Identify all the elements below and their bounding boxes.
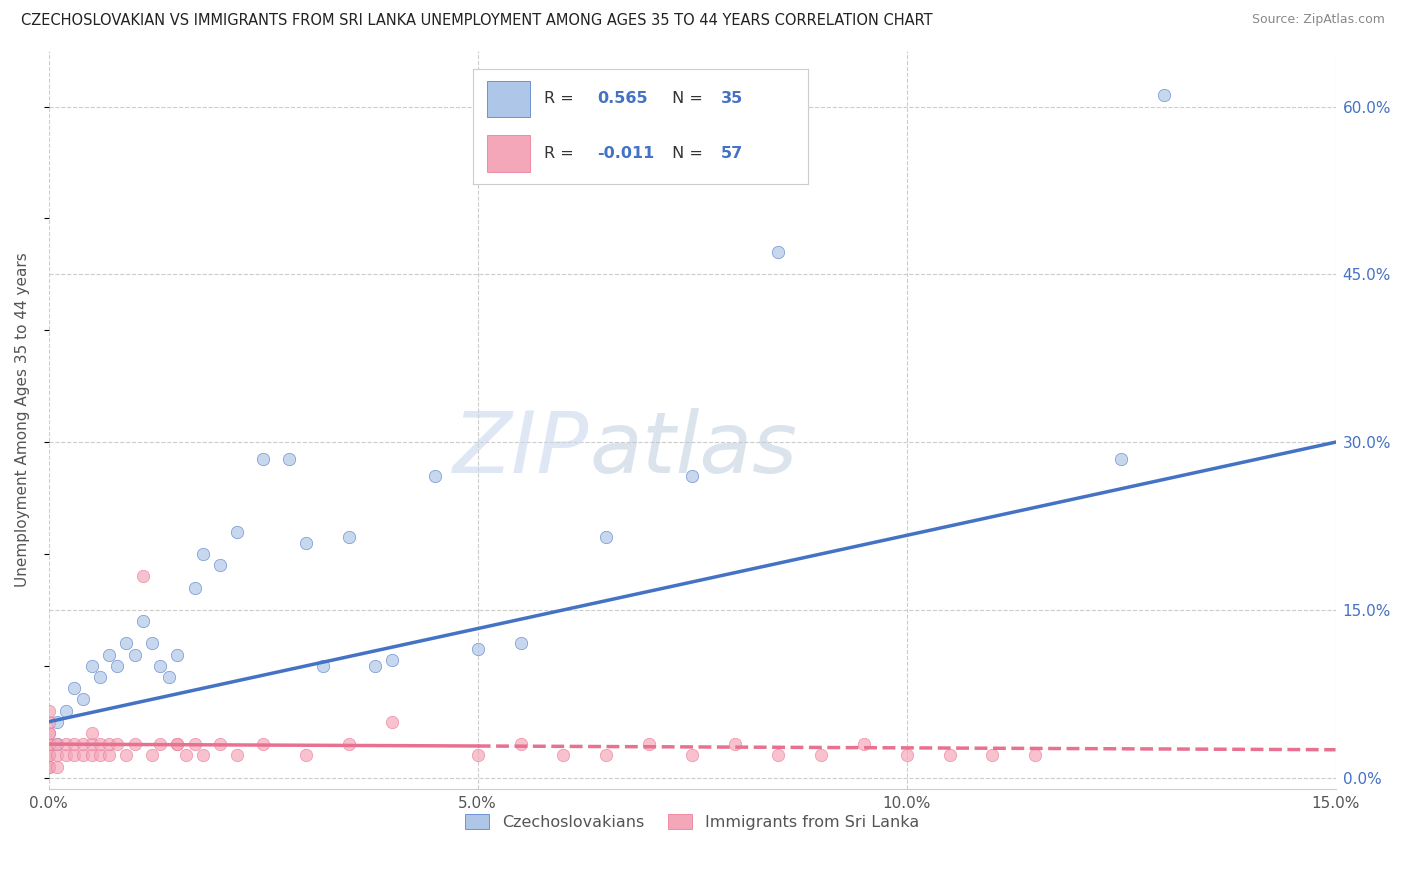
Point <box>97 648 120 662</box>
Point <box>46 748 69 763</box>
Point <box>638 737 661 751</box>
Point <box>191 748 214 763</box>
Point <box>55 748 77 763</box>
Point <box>1109 451 1132 466</box>
Point <box>295 536 318 550</box>
Point <box>364 658 387 673</box>
Point <box>38 726 60 740</box>
Point <box>141 748 163 763</box>
Point <box>97 748 120 763</box>
Text: ZIP: ZIP <box>453 408 589 491</box>
Point <box>252 451 274 466</box>
Point <box>46 737 69 751</box>
Point <box>226 524 249 539</box>
Point <box>174 748 197 763</box>
Point <box>115 748 138 763</box>
Point <box>63 737 86 751</box>
Point <box>209 558 232 573</box>
Point <box>97 737 120 751</box>
Point <box>38 714 60 729</box>
Point <box>595 530 617 544</box>
Point <box>38 759 60 773</box>
Point <box>105 737 128 751</box>
Y-axis label: Unemployment Among Ages 35 to 44 years: Unemployment Among Ages 35 to 44 years <box>15 252 30 587</box>
Point <box>183 737 205 751</box>
Point <box>124 648 146 662</box>
Point <box>149 658 172 673</box>
Point <box>166 737 188 751</box>
Point <box>46 737 69 751</box>
Point <box>149 737 172 751</box>
Point <box>38 737 60 751</box>
Point <box>981 748 1004 763</box>
Point <box>166 737 188 751</box>
Point <box>509 737 531 751</box>
Point <box>423 468 446 483</box>
Point <box>595 748 617 763</box>
Point <box>55 737 77 751</box>
Point <box>467 642 489 657</box>
Point <box>724 737 747 751</box>
Point <box>337 530 360 544</box>
Point <box>72 748 94 763</box>
Legend: Czechoslovakians, Immigrants from Sri Lanka: Czechoslovakians, Immigrants from Sri La… <box>458 807 925 837</box>
Point <box>80 658 103 673</box>
Point <box>38 748 60 763</box>
Point <box>209 737 232 751</box>
Point <box>337 737 360 751</box>
Point <box>38 704 60 718</box>
Point <box>63 748 86 763</box>
Point <box>252 737 274 751</box>
Point <box>312 658 335 673</box>
Point <box>553 748 575 763</box>
Point <box>166 648 188 662</box>
Point <box>852 737 875 751</box>
Point <box>105 658 128 673</box>
Point <box>89 670 111 684</box>
Point <box>132 569 155 583</box>
Text: atlas: atlas <box>589 408 797 491</box>
Point <box>191 547 214 561</box>
Point <box>124 737 146 751</box>
Point <box>226 748 249 763</box>
Point <box>766 748 789 763</box>
Point <box>681 748 703 763</box>
Point <box>381 653 404 667</box>
Point <box>766 245 789 260</box>
Point <box>38 737 60 751</box>
Point <box>141 636 163 650</box>
Point <box>278 451 301 466</box>
Point <box>38 726 60 740</box>
Point <box>681 468 703 483</box>
Text: CZECHOSLOVAKIAN VS IMMIGRANTS FROM SRI LANKA UNEMPLOYMENT AMONG AGES 35 TO 44 YE: CZECHOSLOVAKIAN VS IMMIGRANTS FROM SRI L… <box>21 13 932 29</box>
Point <box>89 737 111 751</box>
Point <box>938 748 960 763</box>
Point <box>46 759 69 773</box>
Point <box>80 726 103 740</box>
Point <box>38 759 60 773</box>
Point <box>89 748 111 763</box>
Point <box>80 748 103 763</box>
Point <box>115 636 138 650</box>
Point <box>63 681 86 696</box>
Point <box>896 748 918 763</box>
Point <box>55 704 77 718</box>
Point <box>132 614 155 628</box>
Point <box>810 748 832 763</box>
Point <box>467 748 489 763</box>
Point <box>72 692 94 706</box>
Point <box>381 714 404 729</box>
Point <box>80 737 103 751</box>
Point <box>38 748 60 763</box>
Point <box>183 581 205 595</box>
Point <box>509 636 531 650</box>
Text: Source: ZipAtlas.com: Source: ZipAtlas.com <box>1251 13 1385 27</box>
Point <box>1024 748 1046 763</box>
Point <box>295 748 318 763</box>
Point <box>157 670 180 684</box>
Point <box>72 737 94 751</box>
Point <box>1153 88 1175 103</box>
Point <box>46 714 69 729</box>
